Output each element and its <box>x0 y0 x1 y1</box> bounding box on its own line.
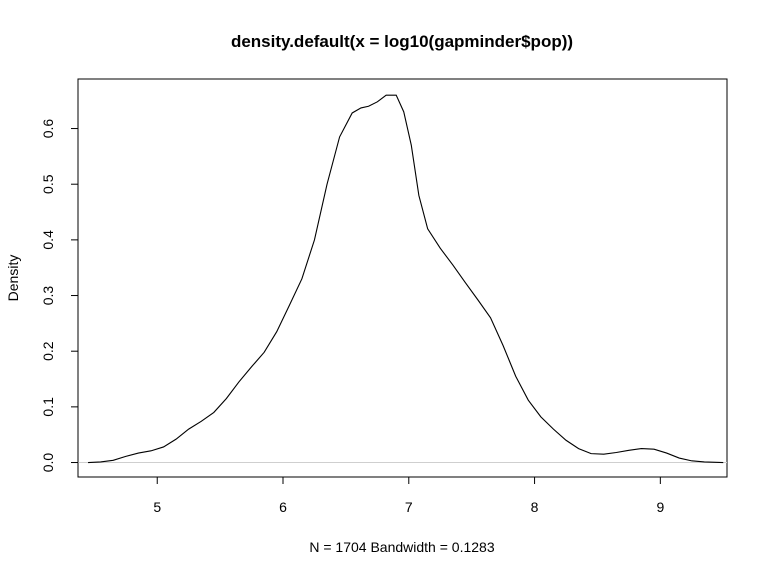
density-curve <box>88 94 724 464</box>
y-tick-label: 0.3 <box>40 286 56 306</box>
x-tick-label: 7 <box>405 499 413 515</box>
x-axis-label: N = 1704 Bandwidth = 0.1283 <box>309 539 494 555</box>
y-tick-label: 0.6 <box>40 119 56 139</box>
y-tick-label: 0.2 <box>40 341 56 361</box>
x-tick-label: 8 <box>531 499 539 515</box>
chart-title: density.default(x = log10(gapminder$pop)… <box>231 32 573 51</box>
y-axis-label: Density <box>5 255 21 302</box>
y-tick-label: 0.1 <box>40 397 56 417</box>
y-tick-label: 0.4 <box>40 230 56 250</box>
x-axis: 5 6 7 8 9 <box>153 476 664 515</box>
y-tick-label: 0.5 <box>40 174 56 194</box>
y-tick-label: 0.0 <box>40 453 56 473</box>
y-axis: 0.0 0.1 0.2 0.3 0.4 0.5 0.6 <box>40 119 79 473</box>
x-tick-label: 5 <box>153 499 161 515</box>
plot-frame <box>77 78 728 478</box>
x-tick-label: 9 <box>656 499 664 515</box>
x-tick-label: 6 <box>279 499 287 515</box>
